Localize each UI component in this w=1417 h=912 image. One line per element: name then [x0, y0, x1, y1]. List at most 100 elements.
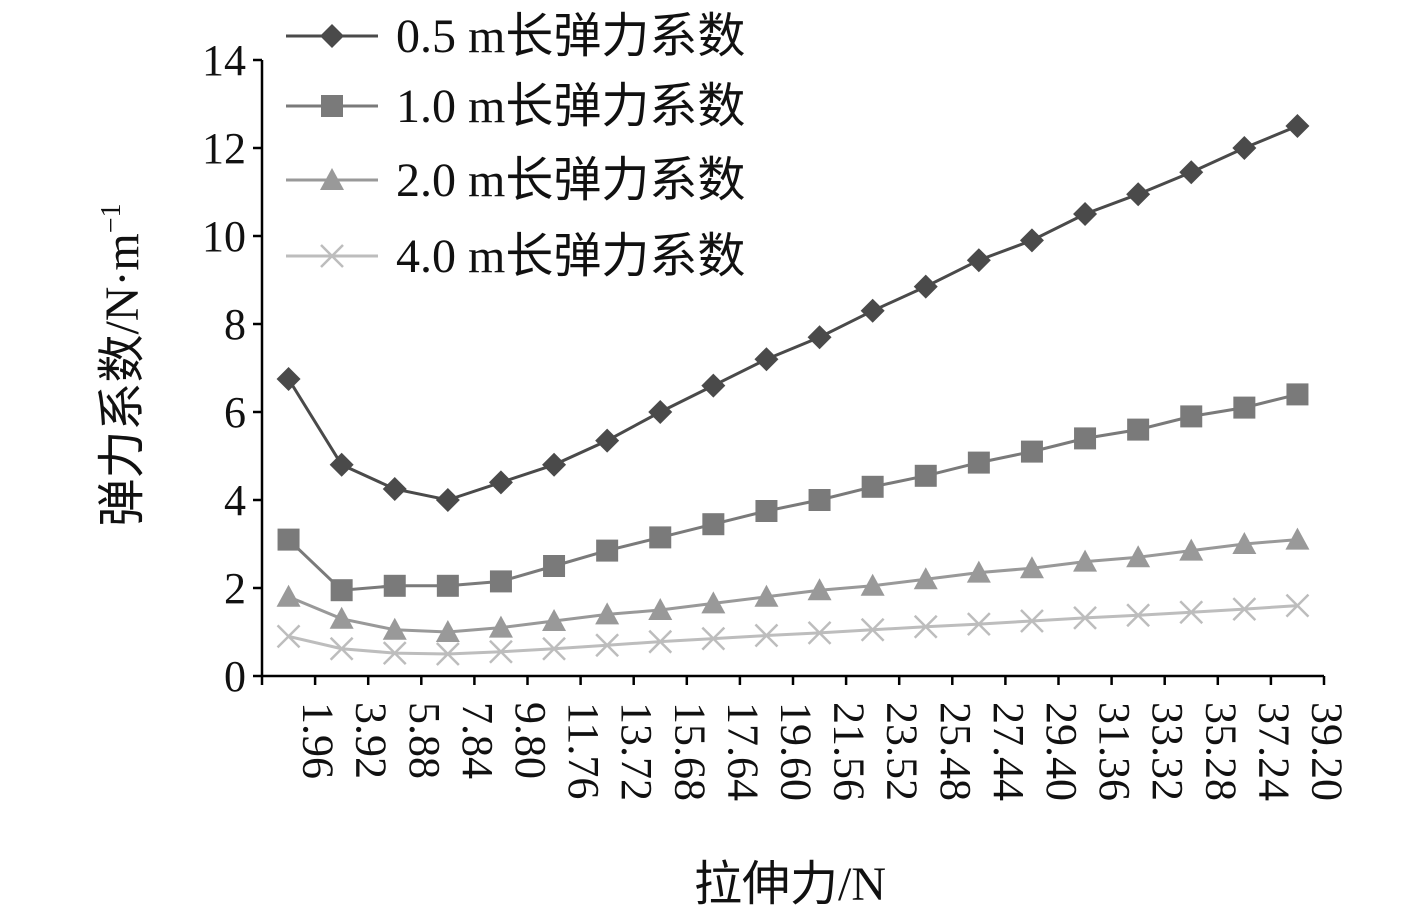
data-point	[435, 642, 460, 666]
legend-entry-2: 1.0 m长弹力系数	[286, 80, 745, 133]
data-point	[489, 570, 512, 593]
data-point	[860, 573, 885, 596]
series-line	[287, 538, 1298, 634]
data-point	[1286, 383, 1309, 406]
y-tick-label: 14	[202, 36, 246, 85]
legend-marker	[320, 168, 344, 190]
legend-label: 0.5 m长弹力系数	[396, 10, 745, 63]
data-point	[966, 248, 991, 273]
legend-label: 1.0 m长弹力系数	[396, 80, 745, 133]
x-tick-label: 19.60	[771, 702, 820, 801]
data-point	[543, 555, 566, 577]
data-point	[1019, 228, 1044, 253]
legend-marker	[320, 24, 344, 48]
data-point	[648, 629, 673, 654]
x-tick-label: 5.88	[400, 702, 449, 779]
data-point	[913, 274, 938, 299]
data-point	[1126, 545, 1151, 568]
x-tick-label: 9.80	[506, 702, 555, 779]
data-point	[489, 639, 513, 664]
data-point	[807, 578, 832, 601]
data-point	[1019, 556, 1044, 579]
legend: 0.5 m长弹力系数 1.0 m长弹力系数 2.0 m长弹力系数 4.0 m长弹力系数	[286, 10, 745, 283]
data-point	[595, 428, 620, 453]
data-point	[596, 539, 619, 562]
legend-entry-4: 4.0 m长弹力系数	[286, 230, 745, 283]
y-tick-label: 10	[202, 212, 246, 261]
data-point	[702, 513, 725, 536]
data-point	[1233, 396, 1256, 419]
data-point	[1285, 114, 1310, 138]
data-point	[1020, 440, 1043, 463]
data-point	[277, 528, 300, 551]
data-point	[1179, 538, 1204, 561]
x-tick-label: 7.84	[453, 702, 502, 779]
data-point	[1127, 418, 1150, 441]
data-point	[1285, 527, 1310, 550]
data-point	[913, 614, 938, 639]
x-tick-label: 33.32	[1143, 702, 1192, 801]
data-point	[701, 591, 726, 614]
data-point	[913, 567, 938, 590]
x-axis-ticks: 1.96 3.92 5.88 7.84 9.80 11.76 13.72 15.68 17.64…	[260, 676, 1351, 801]
data-point	[276, 624, 301, 649]
data-point	[435, 620, 460, 642]
data-point	[276, 584, 301, 607]
series-line	[288, 604, 1298, 656]
data-point	[860, 298, 885, 323]
data-point	[383, 574, 406, 597]
data-point	[648, 400, 673, 424]
data-point	[542, 452, 567, 477]
data-point	[488, 470, 513, 495]
data-point	[1126, 603, 1151, 628]
legend-label: 2.0 m长弹力系数	[396, 154, 745, 207]
y-tick-label: 4	[224, 476, 246, 525]
data-point	[1020, 609, 1044, 633]
x-tick-label: 15.68	[665, 702, 714, 801]
data-point	[1285, 593, 1310, 618]
data-point	[382, 617, 407, 640]
data-point	[1179, 160, 1204, 185]
data-point	[914, 464, 937, 487]
y-tick-label: 0	[224, 652, 246, 701]
legend-marker	[321, 95, 343, 117]
data-point	[330, 579, 353, 602]
x-tick-label: 31.36	[1090, 702, 1139, 801]
data-point	[966, 612, 991, 636]
data-point	[648, 598, 673, 620]
data-point	[382, 477, 407, 501]
data-point	[1074, 427, 1097, 450]
y-tick-label: 2	[224, 564, 246, 613]
series-1	[276, 114, 1310, 512]
data-point	[966, 560, 991, 583]
data-point	[1232, 136, 1257, 160]
x-tick-label: 27.44	[984, 702, 1033, 801]
data-point	[1073, 606, 1097, 630]
data-point	[1126, 182, 1151, 207]
series-4	[276, 593, 1310, 666]
data-point	[595, 602, 620, 625]
legend-label: 4.0 m长弹力系数	[396, 230, 745, 283]
x-tick-label: 37.24	[1249, 702, 1298, 801]
legend-entry-1: 0.5 m长弹力系数	[286, 10, 745, 63]
y-tick-label: 8	[224, 300, 246, 349]
y-tick-label: 6	[224, 388, 246, 437]
x-tick-label: 13.72	[612, 702, 661, 801]
axes	[260, 60, 1324, 678]
data-point	[1179, 600, 1204, 625]
y-tick-label: 12	[202, 124, 246, 173]
legend-entry-3: 2.0 m长弹力系数	[286, 154, 745, 207]
x-tick-label: 1.96	[294, 702, 343, 779]
x-tick-label: 3.92	[347, 702, 396, 779]
data-point	[276, 367, 301, 391]
data-point	[329, 452, 354, 477]
data-point	[754, 623, 779, 648]
data-point	[807, 620, 832, 645]
x-tick-label: 25.48	[931, 702, 980, 801]
data-point	[436, 574, 459, 597]
data-point	[808, 489, 831, 511]
x-tick-label: 17.64	[718, 702, 767, 801]
x-tick-label: 29.40	[1037, 702, 1086, 801]
x-tick-label: 39.20	[1302, 702, 1351, 801]
